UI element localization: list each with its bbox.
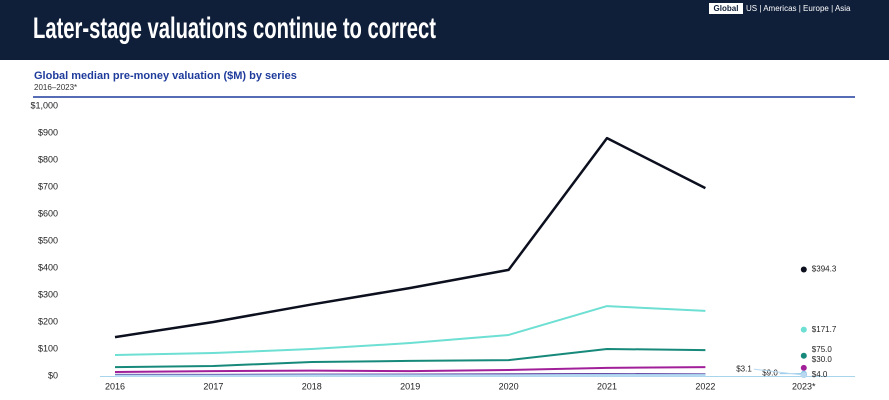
value-label: $4.0 [812, 370, 828, 379]
end-point [800, 352, 807, 359]
y-tick-label: $800 [38, 154, 58, 164]
value-label: $30.0 [812, 355, 833, 364]
x-tick-label: 2017 [203, 381, 223, 391]
x-tick-label: 2023* [792, 381, 816, 391]
value-label: $9.0 [762, 369, 778, 378]
x-tick-label: 2016 [105, 381, 125, 391]
leader-line [753, 368, 804, 376]
y-tick-label: $700 [38, 181, 58, 191]
chart-title: Global median pre-money valuation ($M) b… [34, 70, 297, 82]
end-point [800, 364, 807, 371]
y-tick-label: $300 [38, 289, 58, 299]
nav-others[interactable]: US | Americas | Europe | Asia [746, 4, 851, 13]
x-tick-label: 2022 [695, 381, 715, 391]
value-label: $394.3 [812, 265, 837, 274]
x-tick-label: 2021 [597, 381, 617, 391]
y-tick-label: $100 [38, 343, 58, 353]
nav-active-box[interactable] [709, 3, 743, 14]
y-tick-label: $600 [38, 208, 58, 218]
y-tick-label: $500 [38, 235, 58, 245]
series-line [114, 348, 706, 369]
series-line [114, 305, 706, 356]
nav-active[interactable]: Global [714, 4, 739, 13]
chart-subtitle: 2016–2023* [34, 83, 77, 92]
value-label: $75.0 [812, 345, 833, 354]
y-tick-label: $1,000 [30, 100, 58, 110]
series-line [114, 136, 706, 339]
page-title: Later-stage valuations continue to corre… [33, 12, 436, 45]
x-tick-label: 2018 [302, 381, 322, 391]
end-point [800, 372, 807, 379]
end-point [800, 266, 807, 273]
y-tick-label: $0 [48, 370, 58, 380]
end-point [800, 326, 807, 333]
x-tick-label: 2019 [400, 381, 420, 391]
value-label: $171.7 [812, 325, 837, 334]
y-tick-label: $200 [38, 316, 58, 326]
series-line [114, 366, 706, 373]
y-tick-label: $900 [38, 127, 58, 137]
x-tick-label: 2020 [499, 381, 519, 391]
value-label: $3.1 [736, 364, 752, 373]
y-tick-label: $400 [38, 262, 58, 272]
